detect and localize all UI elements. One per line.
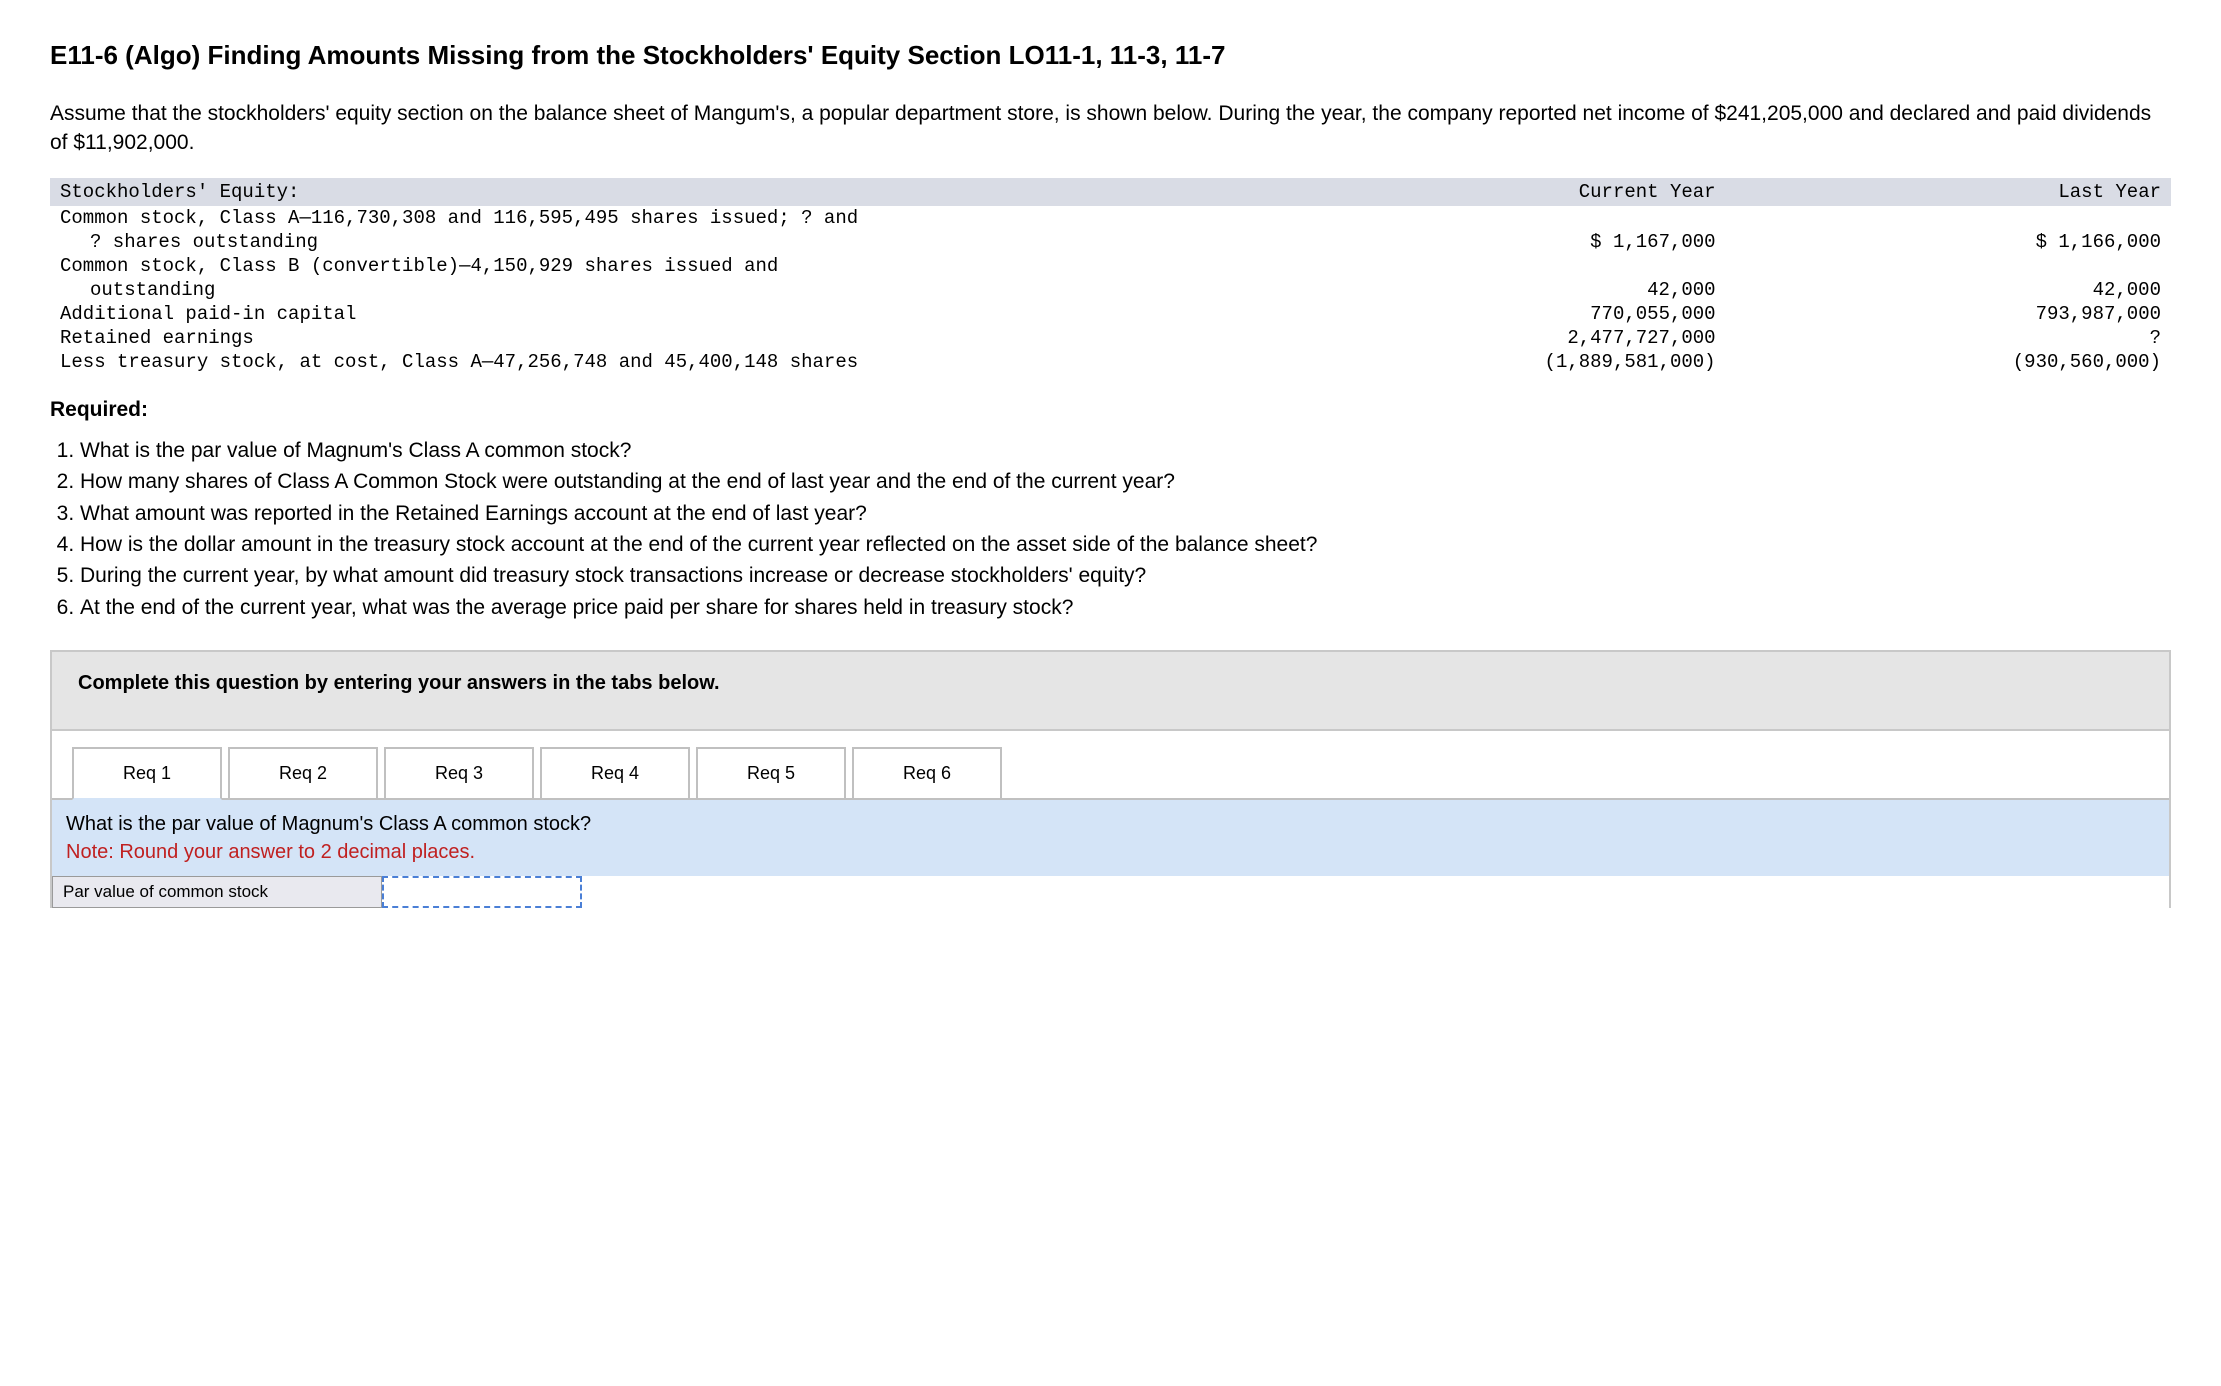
equity-row-cy: $ 1,167,000 [1280,230,1725,254]
intro-text: Assume that the stockholders' equity sec… [50,99,2171,158]
equity-row-label: Additional paid-in capital [50,302,1280,326]
equity-row-label: Common stock, Class B (convertible)—4,15… [50,254,1280,278]
tab-req-6[interactable]: Req 6 [852,747,1002,800]
input-row: Par value of common stock [52,876,2169,908]
equity-row-label: Common stock, Class A—116,730,308 and 11… [50,206,1280,230]
equity-table: Stockholders' Equity: Current Year Last … [50,178,2171,374]
tab-note: Note: Round your answer to 2 decimal pla… [66,838,2155,866]
equity-row-ly [1726,206,2171,230]
tab-req-5[interactable]: Req 5 [696,747,846,800]
required-question: During the current year, by what amount … [80,561,2171,590]
equity-header-cy: Current Year [1280,178,1725,206]
equity-row-ly: (930,560,000) [1726,350,2171,374]
equity-row-cy: 770,055,000 [1280,302,1725,326]
equity-row-label: Retained earnings [50,326,1280,350]
tab-question: What is the par value of Magnum's Class … [66,810,2155,838]
equity-row-cy: 2,477,727,000 [1280,326,1725,350]
equity-row-label: outstanding [50,278,1280,302]
equity-row-ly: ? [1726,326,2171,350]
equity-row-ly [1726,254,2171,278]
answer-instruction: Complete this question by entering your … [52,652,2169,731]
required-question: What is the par value of Magnum's Class … [80,436,2171,465]
tab-req-3[interactable]: Req 3 [384,747,534,800]
required-question: How is the dollar amount in the treasury… [80,530,2171,559]
equity-row-cy: 42,000 [1280,278,1725,302]
equity-row-cy [1280,206,1725,230]
equity-row-ly: $ 1,166,000 [1726,230,2171,254]
tab-content: What is the par value of Magnum's Class … [52,798,2169,876]
required-question: What amount was reported in the Retained… [80,499,2171,528]
input-label: Par value of common stock [52,876,382,908]
tab-req-4[interactable]: Req 4 [540,747,690,800]
equity-row-ly: 42,000 [1726,278,2171,302]
page-title: E11-6 (Algo) Finding Amounts Missing fro… [50,40,2171,71]
equity-row-label: ? shares outstanding [50,230,1280,254]
equity-header-ly: Last Year [1726,178,2171,206]
par-value-input[interactable] [382,876,582,908]
required-label: Required: [50,398,2171,422]
tab-req-2[interactable]: Req 2 [228,747,378,800]
equity-row-cy [1280,254,1725,278]
required-list: What is the par value of Magnum's Class … [50,436,2171,622]
equity-row-label: Less treasury stock, at cost, Class A—47… [50,350,1280,374]
equity-header-label: Stockholders' Equity: [50,178,1280,206]
required-question: At the end of the current year, what was… [80,593,2171,622]
equity-row-ly: 793,987,000 [1726,302,2171,326]
answer-box: Complete this question by entering your … [50,650,2171,908]
tab-req-1[interactable]: Req 1 [72,747,222,800]
required-question: How many shares of Class A Common Stock … [80,467,2171,496]
equity-row-cy: (1,889,581,000) [1280,350,1725,374]
tabs-row: Req 1Req 2Req 3Req 4Req 5Req 6 [52,731,2169,800]
